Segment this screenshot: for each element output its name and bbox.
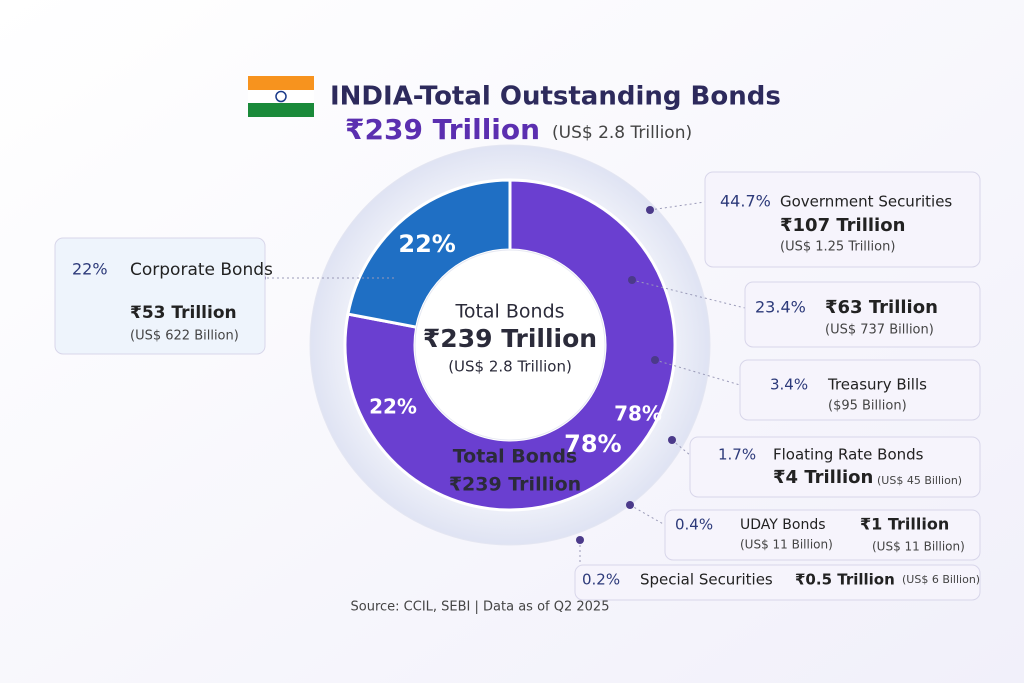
segment-label-secondary: 22% bbox=[369, 395, 417, 419]
callout-percent: 22% bbox=[72, 260, 108, 279]
callouts: 22% Corporate Bonds ₹53 Trillion (US$ 622 B… bbox=[54, 171, 981, 601]
callout-percent: 0.4% bbox=[675, 516, 713, 534]
callout-box bbox=[54, 237, 266, 355]
callout-box bbox=[664, 509, 981, 561]
callout-percent: 1.7% bbox=[718, 446, 756, 464]
donut: 78% 78% 22% 22% bbox=[343, 178, 677, 512]
segment-label: 22% bbox=[398, 230, 455, 258]
callout-box bbox=[739, 359, 981, 421]
leader-dot bbox=[668, 436, 676, 444]
bottom-label: Total Bonds bbox=[453, 446, 578, 468]
callout-usd: (US$ 6 Billion) bbox=[902, 573, 980, 586]
callout-usd: (US$ 11 Billion) bbox=[740, 538, 833, 552]
callout-box bbox=[689, 436, 981, 498]
callout-usd: (US$ 622 Billion) bbox=[130, 329, 239, 344]
subtitle-note: (US$ 2.8 Trillion) bbox=[552, 123, 692, 143]
callout-amount: ₹1 Trillion bbox=[860, 515, 949, 534]
callout-usd: (US$ 737 Billion) bbox=[825, 323, 934, 338]
bottom-value: ₹239 Trillion bbox=[449, 474, 581, 496]
callout-name: Treasury Bills bbox=[827, 376, 927, 394]
callout-name: Special Securities bbox=[640, 571, 773, 589]
callout-box bbox=[744, 281, 981, 348]
callout-name: UDAY Bonds bbox=[740, 517, 826, 533]
callout-usd: (US$ 1.25 Trillion) bbox=[780, 240, 895, 255]
center-note: (US$ 2.8 Trillion) bbox=[448, 358, 572, 376]
callout-usd: ($95 Billion) bbox=[828, 399, 907, 414]
segment-label: 78% bbox=[564, 430, 621, 458]
source: Source: CCIL, SEBI | Data as of Q2 2025 bbox=[351, 600, 610, 615]
callout-amount: ₹0.5 Trillion bbox=[795, 571, 895, 589]
leader-dot bbox=[576, 536, 584, 544]
center-value: ₹239 Trillion bbox=[423, 324, 597, 353]
title: INDIA-Total Outstanding Bonds bbox=[330, 82, 781, 112]
callout-percent: 0.2% bbox=[582, 571, 620, 589]
callout-usd: (US$ 45 Billion) bbox=[877, 474, 962, 487]
flag bbox=[248, 76, 314, 117]
callout-amount: ₹53 Trillion bbox=[130, 303, 237, 323]
leader-line bbox=[649, 201, 706, 211]
segment-label-secondary: 78% bbox=[614, 402, 662, 426]
callout-name: Government Securities bbox=[780, 193, 952, 211]
leader-dot bbox=[628, 276, 636, 284]
callout-amount: ₹4 Trillion bbox=[773, 467, 873, 488]
callout-percent: 23.4% bbox=[755, 298, 806, 317]
callout-name: Floating Rate Bonds bbox=[773, 446, 924, 464]
donut-hole bbox=[414, 249, 606, 441]
callout-percent: 3.4% bbox=[770, 376, 808, 394]
subtitle: ₹239 Trillion bbox=[345, 113, 540, 146]
callout-amount: ₹63 Trillion bbox=[825, 297, 938, 318]
callout-box bbox=[704, 171, 981, 268]
callout-percent: 44.7% bbox=[720, 192, 771, 211]
callout-amount: ₹107 Trillion bbox=[780, 215, 905, 236]
center-label: Total Bonds bbox=[454, 301, 564, 323]
callout-name: Corporate Bonds bbox=[130, 260, 273, 280]
leader-line bbox=[671, 439, 691, 456]
leader-line bbox=[629, 504, 666, 526]
leader-dot bbox=[626, 501, 634, 509]
leader-dot bbox=[651, 356, 659, 364]
callout-usd2: (US$ 11 Billion) bbox=[872, 540, 965, 554]
callout-box bbox=[574, 564, 981, 601]
leader-dot bbox=[646, 206, 654, 214]
